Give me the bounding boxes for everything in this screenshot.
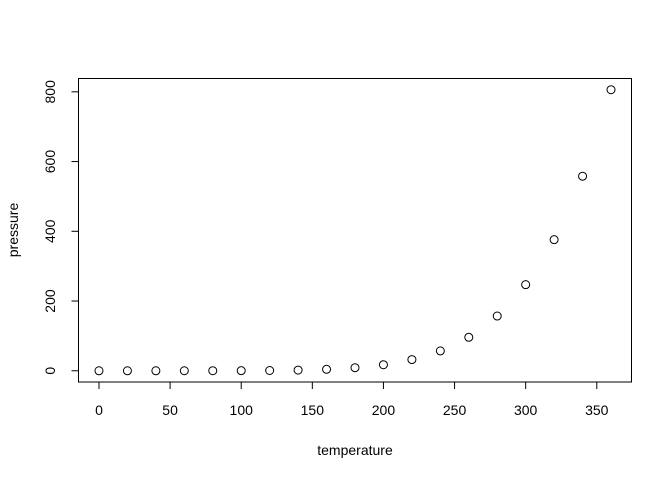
data-point — [606, 85, 616, 95]
data-point — [521, 280, 531, 290]
data-point — [122, 366, 132, 376]
data-point — [435, 346, 445, 356]
data-point — [293, 365, 303, 375]
data-point — [492, 311, 502, 321]
data-point — [265, 365, 275, 375]
data-point — [179, 366, 189, 376]
plot-box — [78, 78, 632, 383]
y-tick-label: 200 — [42, 289, 58, 313]
y-tick-label: 800 — [42, 80, 58, 104]
x-tick-label: 250 — [443, 402, 467, 418]
x-axis: 0 50 100 150 200 250 300 350 — [95, 381, 609, 418]
data-point — [578, 171, 588, 181]
x-tick-label: 200 — [372, 402, 396, 418]
data-point — [236, 366, 246, 376]
x-tick-label: 50 — [162, 402, 178, 418]
y-tick-label: 0 — [42, 367, 58, 375]
data-point — [378, 360, 388, 370]
data-point — [94, 366, 104, 376]
x-tick-label: 100 — [230, 402, 254, 418]
x-axis-label: temperature — [317, 442, 393, 458]
data-point — [549, 235, 559, 245]
x-tick-label: 350 — [585, 402, 609, 418]
data-point — [322, 364, 332, 374]
data-point — [208, 366, 218, 376]
y-tick-label: 600 — [42, 150, 58, 174]
data-points — [94, 85, 616, 376]
data-point — [350, 363, 360, 373]
y-axis: 0 200 400 600 800 — [42, 80, 79, 375]
data-point — [407, 355, 417, 365]
y-tick-label: 400 — [42, 219, 58, 243]
data-point — [151, 366, 161, 376]
x-tick-label: 300 — [514, 402, 538, 418]
y-axis-label: pressure — [5, 203, 21, 258]
x-tick-label: 150 — [301, 402, 325, 418]
x-tick-label: 0 — [95, 402, 103, 418]
data-point — [464, 332, 474, 342]
